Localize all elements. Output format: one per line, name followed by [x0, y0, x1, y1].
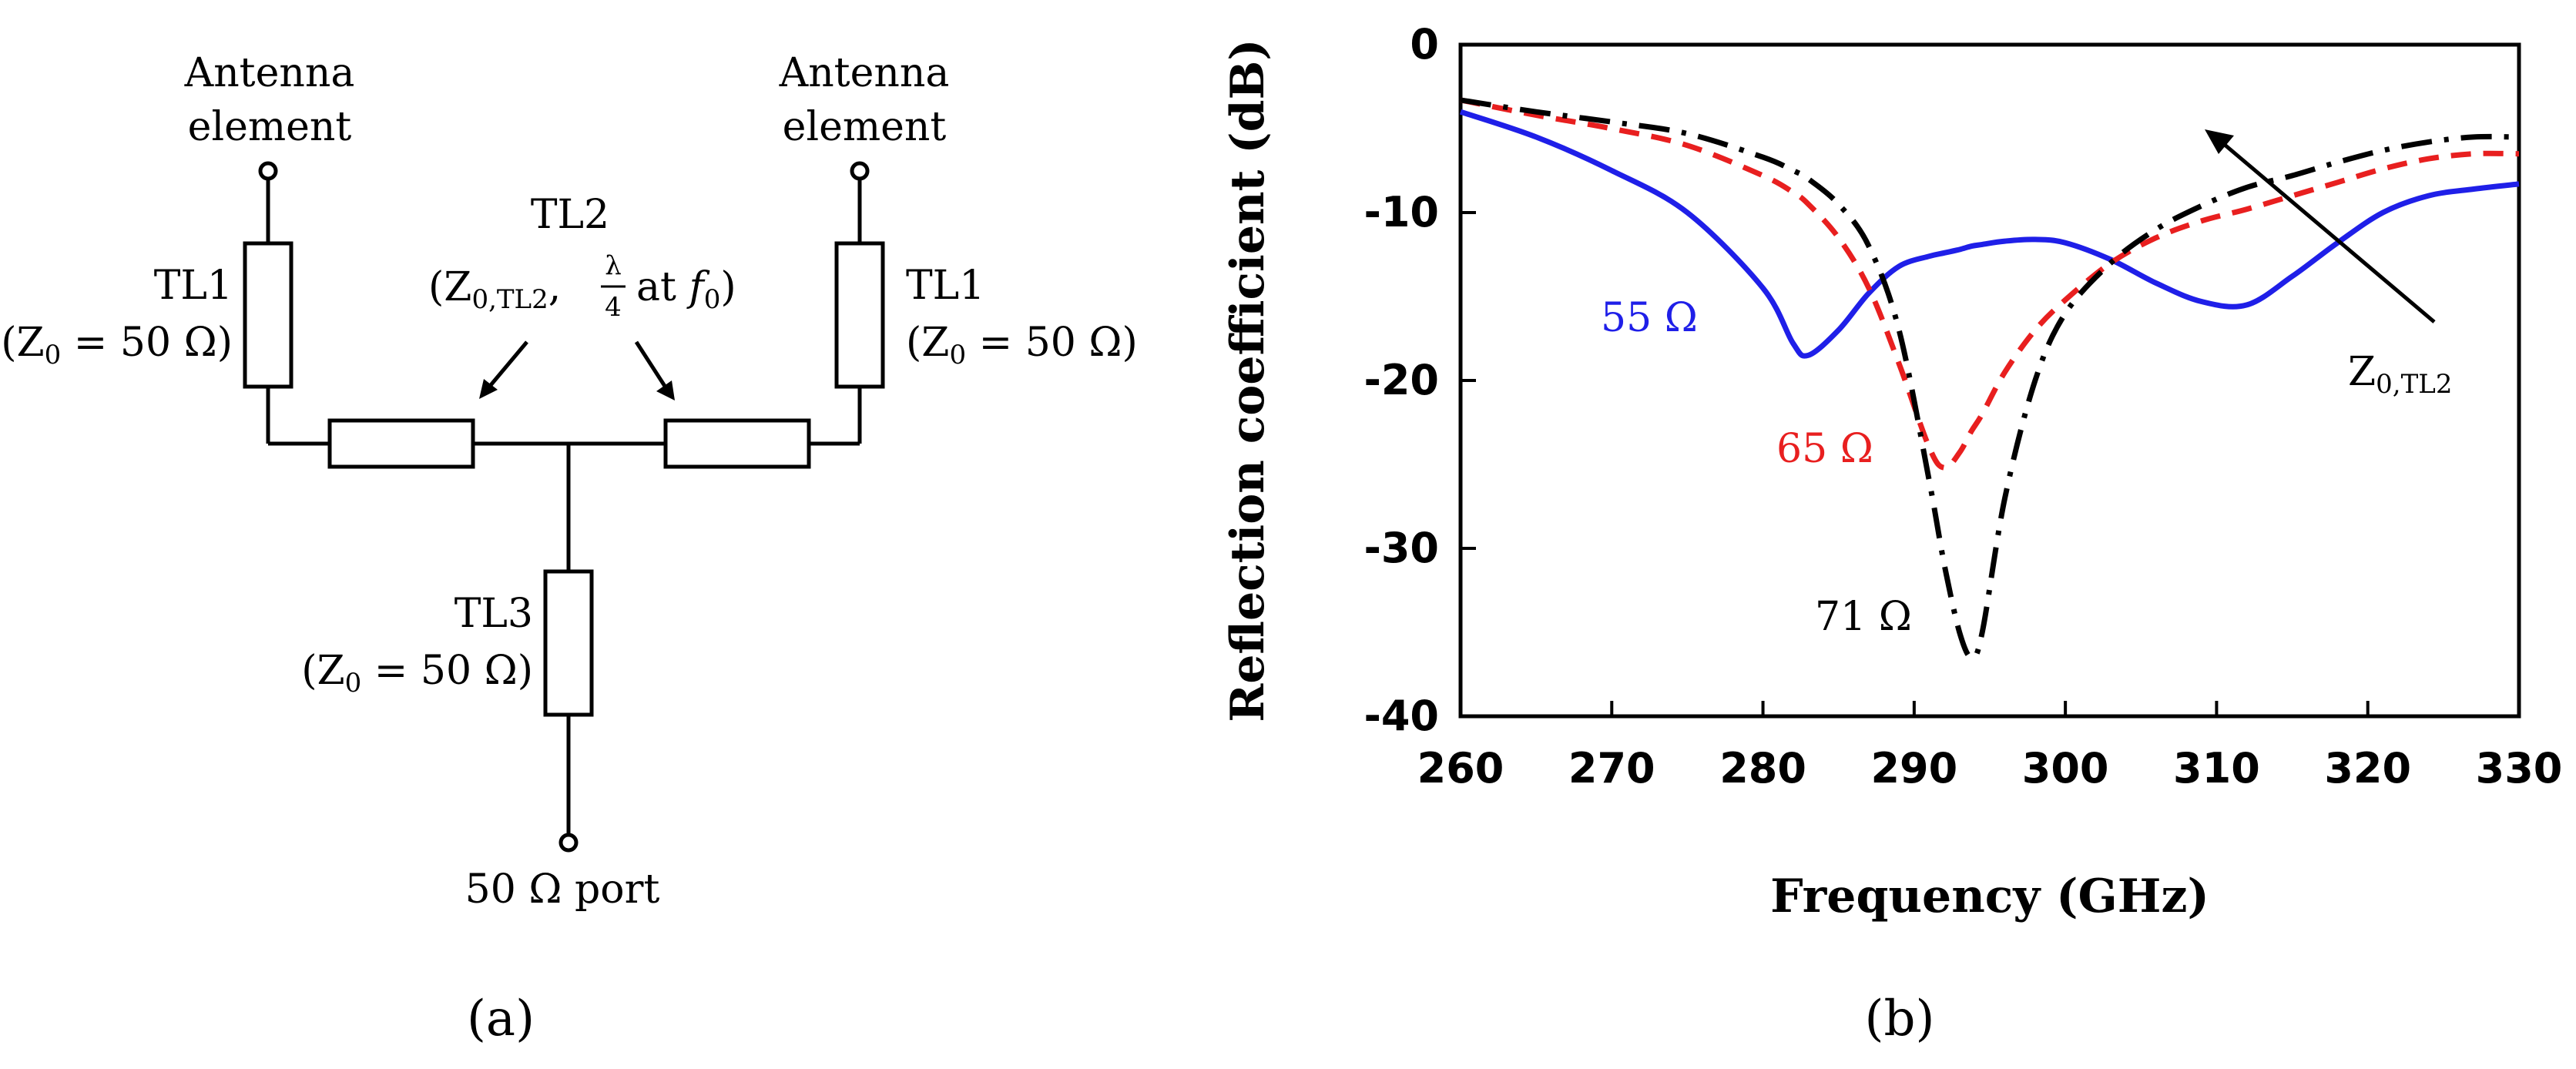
trend-arrowhead [2205, 129, 2234, 154]
svg-text:at f0): at f0) [636, 264, 736, 315]
panel-b-label: (b) [1865, 990, 1935, 1047]
x-tick-label: 300 [2022, 744, 2109, 793]
tl3-box [543, 569, 594, 717]
y-tick-label: -20 [1363, 356, 1439, 404]
z-subscript: 0,TL2 [2376, 369, 2452, 400]
z0-subscript: 0 [345, 668, 362, 699]
x-tick-label: 280 [1719, 744, 1806, 793]
tl2-name: TL2 [531, 192, 609, 238]
arrowhead-tl2-right [656, 380, 675, 400]
circuit-diagram [243, 161, 885, 853]
trend-arrow [2223, 143, 2436, 323]
arrow-tl2-left [485, 340, 528, 391]
z0-tl2-subscript: 0,TL2 [471, 284, 548, 315]
reflection-chart: 260 270 280 290 300 310 320 330 0 -10 -20 -30 -40 [1363, 20, 2562, 793]
y-axis-label: Reflection coefficient (dB) [1221, 39, 1275, 722]
series-line-71-ohm [1460, 97, 2520, 661]
y-tick-label: -10 [1363, 188, 1439, 236]
tl2-right-box [663, 418, 811, 469]
tl3-name: TL3 [454, 591, 533, 637]
antenna-node-left [258, 161, 278, 181]
antenna-right-line2: element [783, 104, 947, 150]
antenna-left-line1: Antenna [184, 50, 355, 96]
series-label-65: 65 Ω [1776, 426, 1873, 472]
fraction-denominator: 4 [605, 292, 622, 323]
tl1-left-box [243, 241, 293, 389]
series-label-55: 55 Ω [1601, 295, 1698, 341]
z0-symbol: Z [317, 648, 344, 694]
tl1-left-name: TL1 [154, 263, 233, 309]
x-tick-label: 320 [2324, 744, 2411, 793]
z0-symbol: Z [921, 320, 949, 366]
port-label: 50 Ω port [465, 866, 660, 913]
z0-subscript: 0 [949, 340, 966, 370]
arrow-tl2-right [634, 340, 669, 391]
y-tick-label: -40 [1363, 692, 1439, 740]
port-node [558, 833, 579, 853]
antenna-left-line2: element [188, 104, 352, 150]
series-label-71: 71 Ω [1815, 594, 1912, 640]
z0-value: = 50 Ω) [61, 320, 233, 366]
y-tick-label: 0 [1410, 20, 1439, 69]
tl1-right-impedance: (Z0 = 50 Ω) [906, 320, 1138, 370]
arrowhead-tl2-left [479, 379, 498, 399]
series-line-65-ohm [1460, 97, 2520, 471]
frequency-subscript: 0 [704, 284, 721, 315]
z0-value: = 50 Ω) [361, 648, 533, 694]
series-group [1459, 97, 2520, 661]
antenna-right-line1: Antenna [779, 50, 950, 96]
tl2-left-box [327, 418, 475, 469]
fraction-numerator: λ [605, 250, 622, 281]
x-tick-label: 330 [2476, 744, 2563, 793]
x-tick-label: 270 [1568, 744, 1655, 793]
tl3-impedance: (Z0 = 50 Ω) [301, 648, 533, 699]
z0-subscript: 0 [45, 340, 62, 370]
tl1-right-box [834, 241, 885, 389]
z0-symbol: Z [444, 264, 471, 310]
y-tick-label: -30 [1363, 524, 1439, 572]
tl1-left-impedance: (Z0 = 50 Ω) [1, 320, 233, 370]
tl1-right-name: TL1 [906, 263, 984, 309]
trend-arrow-label: Z0,TL2 [2348, 349, 2452, 400]
series-line-55-ohm [1459, 109, 2520, 359]
z0-symbol: Z [16, 320, 44, 366]
x-tick-label: 310 [2173, 744, 2260, 793]
svg-text:(Z0,TL2,: (Z0,TL2, [428, 264, 561, 315]
x-axis-label: Frequency (GHz) [1770, 870, 2209, 923]
panel-a-label: (a) [467, 990, 535, 1047]
tl2-impedance: (Z0,TL2, λ 4 at f0) [428, 250, 736, 323]
axis-ticks: 260 270 280 290 300 310 320 330 0 -10 -20 -30 -40 [1363, 20, 2562, 793]
antenna-node-right [850, 161, 870, 181]
x-tick-label: 290 [1870, 744, 1957, 793]
z-symbol: Z [2348, 349, 2376, 395]
at-word: at [636, 264, 676, 310]
z0-value: = 50 Ω) [966, 320, 1138, 366]
x-tick-label: 260 [1417, 744, 1504, 793]
